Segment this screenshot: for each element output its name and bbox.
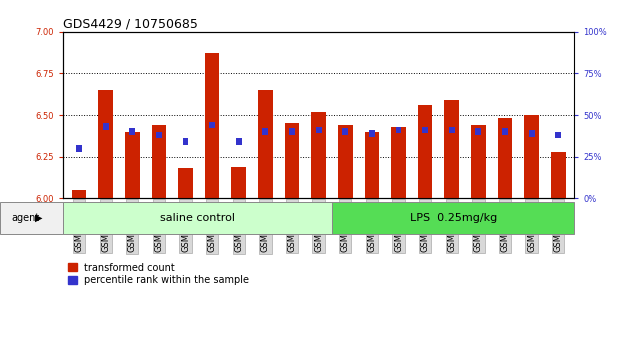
Bar — [236, 138, 242, 145]
Bar — [365, 132, 379, 198]
Bar — [232, 167, 246, 198]
Bar — [129, 129, 135, 135]
Bar — [285, 123, 299, 198]
Bar — [444, 100, 459, 198]
Bar — [103, 124, 109, 130]
Bar — [262, 129, 268, 135]
Bar — [151, 125, 166, 198]
Legend: transformed count, percentile rank within the sample: transformed count, percentile rank withi… — [68, 263, 249, 285]
Text: saline control: saline control — [160, 213, 235, 223]
Bar — [418, 105, 432, 198]
Bar — [289, 129, 295, 135]
Bar — [343, 129, 348, 135]
Bar — [76, 145, 82, 152]
Bar — [475, 129, 481, 135]
Bar — [156, 132, 162, 138]
Bar — [98, 90, 113, 198]
Bar — [391, 127, 406, 198]
Bar — [338, 125, 353, 198]
Text: agent: agent — [11, 213, 40, 223]
Text: LPS  0.25mg/kg: LPS 0.25mg/kg — [410, 213, 497, 223]
Bar — [529, 130, 534, 137]
Bar — [125, 132, 139, 198]
Text: ▶: ▶ — [35, 213, 43, 223]
Bar — [258, 90, 273, 198]
Text: GDS4429 / 10750685: GDS4429 / 10750685 — [63, 18, 198, 31]
Bar — [502, 129, 508, 135]
Bar — [551, 152, 565, 198]
Bar — [422, 127, 428, 133]
Bar — [182, 138, 189, 145]
Bar — [311, 112, 326, 198]
Bar — [396, 127, 401, 133]
Bar — [369, 130, 375, 137]
Bar — [205, 53, 220, 198]
Bar — [316, 127, 322, 133]
Bar — [498, 118, 512, 198]
Bar — [209, 122, 215, 129]
Bar — [449, 127, 455, 133]
Bar — [178, 168, 193, 198]
Bar — [524, 115, 539, 198]
Bar — [471, 125, 486, 198]
Bar — [72, 190, 86, 198]
Bar — [555, 132, 561, 138]
